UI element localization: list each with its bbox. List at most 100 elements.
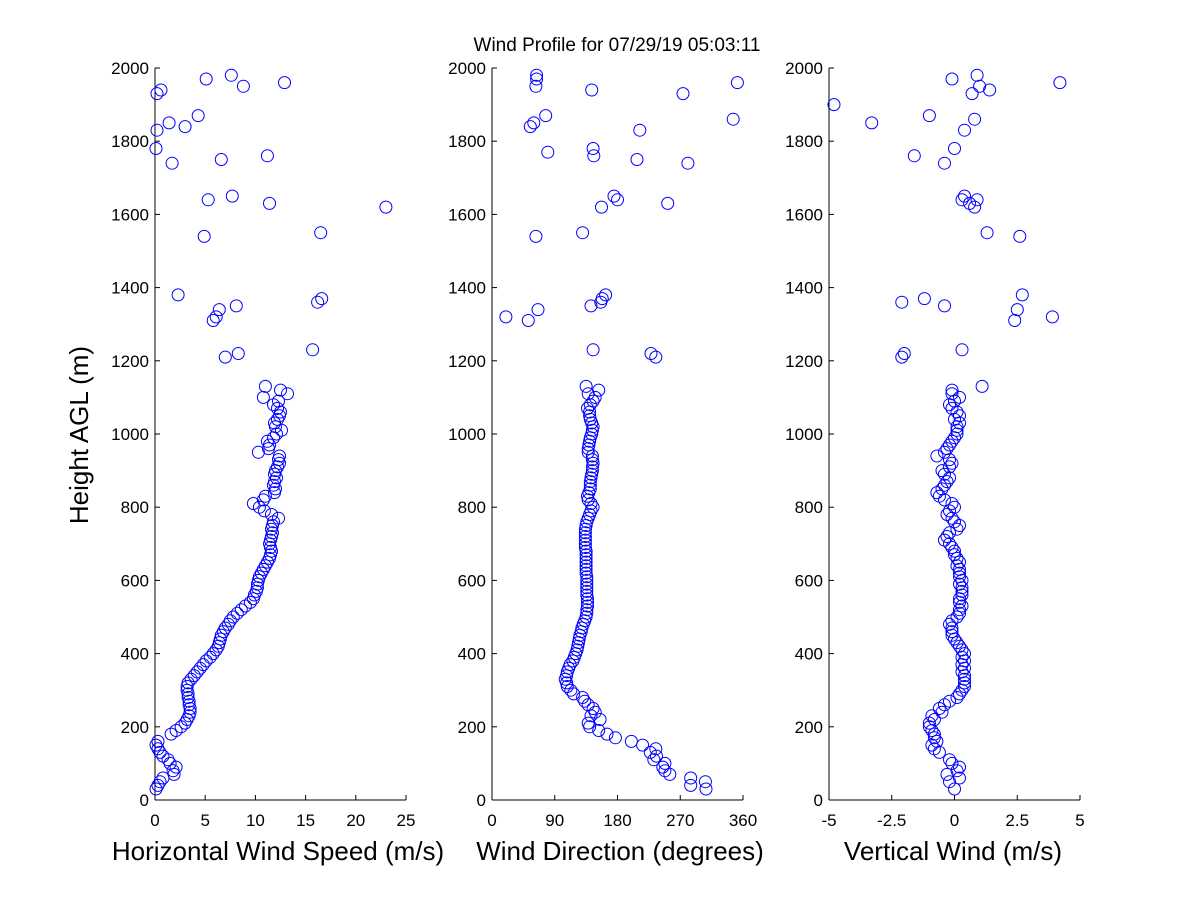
data-point: [165, 156, 179, 170]
data-point: [595, 292, 609, 306]
x-tick-label: 0: [150, 811, 159, 830]
data-point: [953, 603, 966, 617]
data-point: [306, 343, 320, 357]
data-point: [585, 83, 599, 97]
y-tick-label: 1000: [785, 425, 823, 444]
data-point: [584, 497, 598, 510]
y-tick-label: 1200: [785, 352, 823, 371]
data-point: [592, 383, 606, 397]
data-point: [581, 599, 594, 613]
data-point: [650, 749, 663, 763]
data-point: [256, 562, 270, 576]
data-point: [958, 189, 971, 203]
data-point: [156, 749, 170, 763]
data-point: [153, 775, 167, 789]
data-point: [580, 577, 594, 591]
data-point: [935, 705, 949, 719]
data-point: [630, 153, 644, 166]
data-point: [206, 647, 220, 661]
data-point: [586, 500, 600, 514]
data-point: [578, 526, 592, 540]
data-point: [948, 142, 961, 155]
data-point: [379, 200, 393, 214]
data-point: [268, 416, 281, 430]
data-point: [271, 460, 284, 474]
data-point: [953, 390, 966, 404]
data-point: [199, 72, 213, 86]
data-point: [895, 350, 909, 364]
data-point: [943, 504, 956, 518]
data-point: [578, 537, 592, 551]
data-point: [588, 705, 602, 719]
data-point: [938, 478, 951, 492]
y-tick-label: 600: [458, 571, 486, 590]
data-point: [973, 79, 987, 93]
data-point: [162, 116, 176, 130]
data-point: [624, 734, 638, 748]
data-point: [579, 551, 593, 565]
data-point: [315, 292, 329, 306]
data-point: [583, 398, 597, 412]
data-point: [955, 658, 969, 672]
data-point: [948, 782, 961, 796]
x-tick-label: 90: [545, 811, 564, 830]
data-point: [214, 153, 228, 166]
y-tick-label: 0: [140, 791, 149, 810]
panel-vertical-wind: 0 200 400 600 800 1000 1200 1400 1600 1800 2000 -5 -…: [785, 59, 1085, 866]
data-point: [607, 189, 621, 203]
data-point: [983, 83, 997, 97]
y-tick-label: 800: [795, 498, 823, 517]
data-point: [927, 731, 941, 745]
y-tick-label: 1800: [448, 132, 486, 151]
data-point: [940, 508, 954, 521]
data-point: [578, 530, 592, 543]
data-point: [968, 112, 982, 126]
data-point: [190, 665, 204, 679]
data-point: [576, 691, 590, 704]
panel-horizontal-wind-speed: 0 200 400 600 800 1000 1200 1400 1600 1800 2000 0 5 1…: [111, 59, 444, 866]
data-point: [895, 295, 909, 309]
data-point: [953, 771, 966, 785]
data-point: [197, 229, 211, 243]
chart-title: Wind Profile for 07/29/19 05:03:11: [474, 35, 761, 56]
data-point: [579, 566, 593, 580]
data-point: [938, 156, 951, 170]
data-point: [149, 142, 163, 155]
data-point: [530, 68, 544, 82]
data-point: [214, 628, 228, 642]
data-point: [269, 482, 282, 496]
data-point: [1015, 288, 1029, 302]
y-tick-label: 800: [121, 498, 149, 517]
data-point: [270, 471, 283, 485]
data-point: [940, 767, 954, 781]
data-point: [169, 724, 183, 737]
data-point: [258, 489, 272, 503]
data-point: [897, 347, 911, 360]
data-point: [955, 665, 969, 679]
data-point: [865, 116, 879, 130]
data-point: [955, 193, 969, 207]
data-point: [184, 672, 198, 686]
data-point: [182, 698, 196, 712]
y-tick-label: 200: [458, 718, 486, 737]
data-point: [149, 782, 163, 796]
y-tick-label: 1400: [111, 279, 149, 298]
x-tick-label: 180: [603, 811, 631, 830]
data-point: [581, 445, 595, 459]
data-point: [586, 343, 600, 357]
data-point: [154, 83, 168, 97]
data-point: [938, 467, 951, 481]
data-point: [945, 541, 959, 554]
data-point: [563, 658, 577, 672]
y-tick-label: 1800: [785, 132, 823, 151]
data-point: [647, 753, 661, 767]
y-tick-label: 1200: [448, 352, 486, 371]
data-point: [260, 149, 274, 163]
data-point: [943, 753, 956, 767]
data-point: [499, 310, 513, 324]
data-point: [699, 782, 713, 796]
data-point: [586, 702, 600, 715]
data-point: [586, 394, 600, 408]
data-point: [958, 123, 971, 137]
data-point: [256, 390, 270, 404]
